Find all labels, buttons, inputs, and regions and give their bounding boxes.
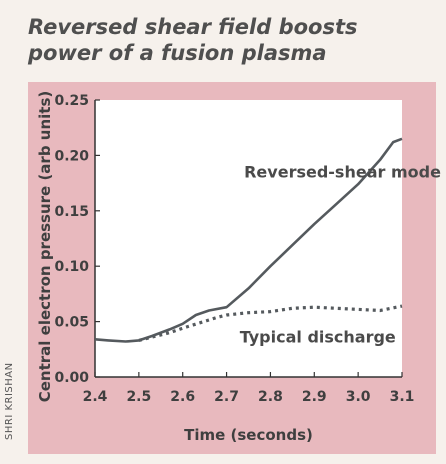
y-tick-label: 0.20	[54, 148, 89, 164]
x-tick-label: 2.7	[214, 389, 239, 405]
series-layer	[94, 137, 403, 343]
x-tick-label: 2.5	[126, 389, 151, 405]
tick-labels: 0.00 0.05 0.10 0.15 0.20 0.25 2.4 2.5 2.6 2.7 2.8 2…	[54, 93, 414, 405]
typical-discharge-line	[138, 304, 403, 342]
reversed-shear-label: Reversed-shear mode	[244, 163, 441, 182]
typical-discharge-label: Typical discharge	[240, 328, 396, 347]
y-tick-label: 0.00	[54, 370, 89, 386]
annotations: Reversed-shear mode Typical discharge	[240, 163, 441, 347]
x-tick-label: 3.1	[390, 389, 415, 405]
x-tick-label: 2.9	[302, 389, 327, 405]
y-tick-label: 0.25	[54, 93, 89, 109]
plot-area	[95, 100, 402, 377]
x-tick-label: 2.6	[170, 389, 195, 405]
y-tick-label: 0.05	[54, 315, 89, 331]
y-tick-label: 0.10	[54, 259, 89, 275]
chart-title: Reversed shear field boosts power of a f…	[28, 15, 358, 65]
x-tick-label: 2.4	[83, 389, 108, 405]
x-tick-label: 2.8	[258, 389, 283, 405]
y-axis-label: Central electron pressure (arb units)	[36, 91, 54, 403]
y-tick-label: 0.15	[54, 204, 89, 220]
x-tick-label: 3.0	[346, 389, 371, 405]
axes	[94, 99, 403, 378]
x-axis-label: Time (seconds)	[184, 426, 313, 444]
